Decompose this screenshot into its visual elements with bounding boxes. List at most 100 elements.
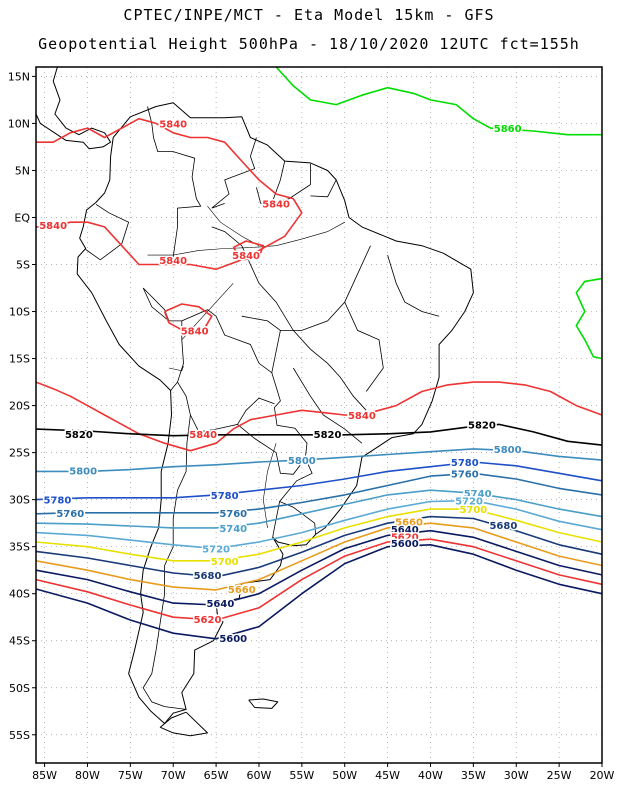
- contour-label-5820: 5820: [314, 430, 342, 441]
- border-line: [344, 301, 384, 392]
- contour-line-5620: [35, 538, 603, 621]
- lat-tick-label: 15S: [9, 353, 30, 366]
- contour-label-5840: 5840: [189, 430, 217, 441]
- contour-line-5640: [35, 529, 603, 606]
- contour-label-5840: 5840: [262, 199, 290, 210]
- coastline-falklands: [248, 698, 279, 709]
- contour-label-5820: 5820: [468, 420, 496, 431]
- contour-label-5840: 5840: [348, 411, 376, 422]
- contour-label-5600: 5600: [391, 539, 419, 550]
- contour-label-5620: 5620: [194, 615, 222, 626]
- lat-tick-label: 40S: [9, 588, 30, 601]
- contour-label-5720: 5720: [455, 497, 483, 508]
- lon-tick-label: 30W: [504, 769, 529, 782]
- lon-tick-label: 65W: [204, 769, 229, 782]
- axis-ticks: 85W 80W 75W 70W 65W 60W 55W 50W 45W 40W 35W 30W 25W 2…: [8, 70, 615, 782]
- border-line: [181, 309, 281, 408]
- lon-tick-label: 50W: [332, 769, 357, 782]
- lon-tick-label: 85W: [32, 769, 57, 782]
- lat-tick-label: 35S: [9, 541, 30, 554]
- contour-line-5840: [232, 240, 265, 261]
- lat-tick-label: 50S: [9, 682, 30, 695]
- contour-label-5840: 5840: [159, 119, 187, 130]
- border-line: [272, 501, 280, 538]
- lat-tick-label: 45S: [9, 635, 30, 648]
- contour-line-5840: [35, 381, 603, 452]
- border-line: [256, 187, 272, 204]
- map-frame: [35, 66, 603, 764]
- border-line: [85, 203, 130, 261]
- lon-tick-label: 70W: [161, 769, 186, 782]
- contour-labels: 5860 5840 5840 5840 5840 5840 5840 5840 5840 5820…: [38, 118, 523, 646]
- contour-label-5740: 5740: [219, 524, 247, 535]
- contour-label-5820: 5820: [65, 430, 93, 441]
- contour-line-5780: [35, 461, 603, 501]
- contour-line-5760: [35, 472, 603, 515]
- border-line: [310, 179, 337, 198]
- border-line: [241, 315, 281, 331]
- border-line: [280, 245, 371, 331]
- border-line: [211, 137, 257, 209]
- contour-label-5840: 5840: [39, 221, 67, 232]
- map-background: [36, 67, 602, 763]
- lon-tick-label: 35W: [461, 769, 486, 782]
- contour-label-5780: 5780: [451, 458, 479, 469]
- lat-tick-label: 55S: [9, 729, 30, 742]
- border-line: [292, 367, 363, 444]
- contour-line-5720: [35, 499, 603, 550]
- map-title-line2: Geopotential Height 500hPa - 18/10/2020 …: [38, 35, 580, 53]
- border-line: [142, 414, 191, 710]
- lat-tick-label: 20S: [9, 400, 30, 413]
- river-line: [147, 221, 345, 256]
- coastline-central-america: [35, 66, 112, 150]
- lon-tick-label: 75W: [118, 769, 143, 782]
- river-line: [168, 365, 184, 372]
- contour-label-5660: 5660: [228, 585, 256, 596]
- contour-label-5800: 5800: [69, 466, 97, 477]
- contour-label-5620: 5620: [391, 532, 419, 543]
- border-line: [177, 381, 275, 433]
- rivers: [147, 206, 345, 528]
- contour-label-5700: 5700: [211, 557, 239, 568]
- contour-line-5680: [35, 515, 603, 578]
- contour-line-5820: [35, 423, 603, 446]
- map-title-line1: CPTEC/INPE/MCT - Eta Model 15km - GFS: [123, 6, 495, 24]
- contour-label-5780: 5780: [44, 496, 72, 507]
- lon-tick-label: 20W: [590, 769, 615, 782]
- river-line: [207, 206, 260, 246]
- contour-label-5780: 5780: [211, 491, 239, 502]
- contour-label-5840: 5840: [181, 326, 209, 337]
- coastlines: [35, 66, 474, 737]
- lat-tick-label: 10N: [8, 117, 30, 130]
- height-contours: [35, 66, 603, 640]
- border-line: [237, 407, 308, 475]
- lat-tick-label: 15N: [8, 70, 30, 83]
- contour-line-5600: [35, 544, 603, 640]
- lat-tick-label: 10S: [9, 306, 30, 319]
- contour-label-5600: 5600: [219, 634, 247, 645]
- river-line: [262, 443, 277, 528]
- contour-label-5700: 5700: [459, 505, 487, 516]
- contour-label-5680: 5680: [194, 571, 222, 582]
- lon-tick-label: 40W: [418, 769, 443, 782]
- border-line: [271, 330, 281, 373]
- contour-label-5760: 5760: [451, 469, 479, 480]
- lon-tick-label: 55W: [289, 769, 314, 782]
- contour-line-5860: [575, 277, 603, 360]
- coastline-south-america: [76, 102, 474, 724]
- lat-tick-label: 5S: [16, 259, 30, 272]
- contour-label-5760: 5760: [56, 509, 84, 520]
- contour-label-5840: 5840: [232, 251, 260, 262]
- lon-tick-label: 25W: [547, 769, 572, 782]
- contour-line-5660: [35, 522, 603, 591]
- contour-label-5660: 5660: [395, 517, 423, 528]
- lat-tick-label: 25S: [9, 447, 30, 460]
- border-line: [387, 254, 440, 317]
- contour-label-5860: 5860: [494, 124, 522, 135]
- lon-tick-label: 45W: [375, 769, 400, 782]
- coastline-tierra-del-fuego: [159, 711, 208, 737]
- lat-tick-label: EQ: [14, 211, 30, 224]
- contour-line-5840: [163, 303, 213, 333]
- lat-tick-label: 5N: [15, 164, 30, 177]
